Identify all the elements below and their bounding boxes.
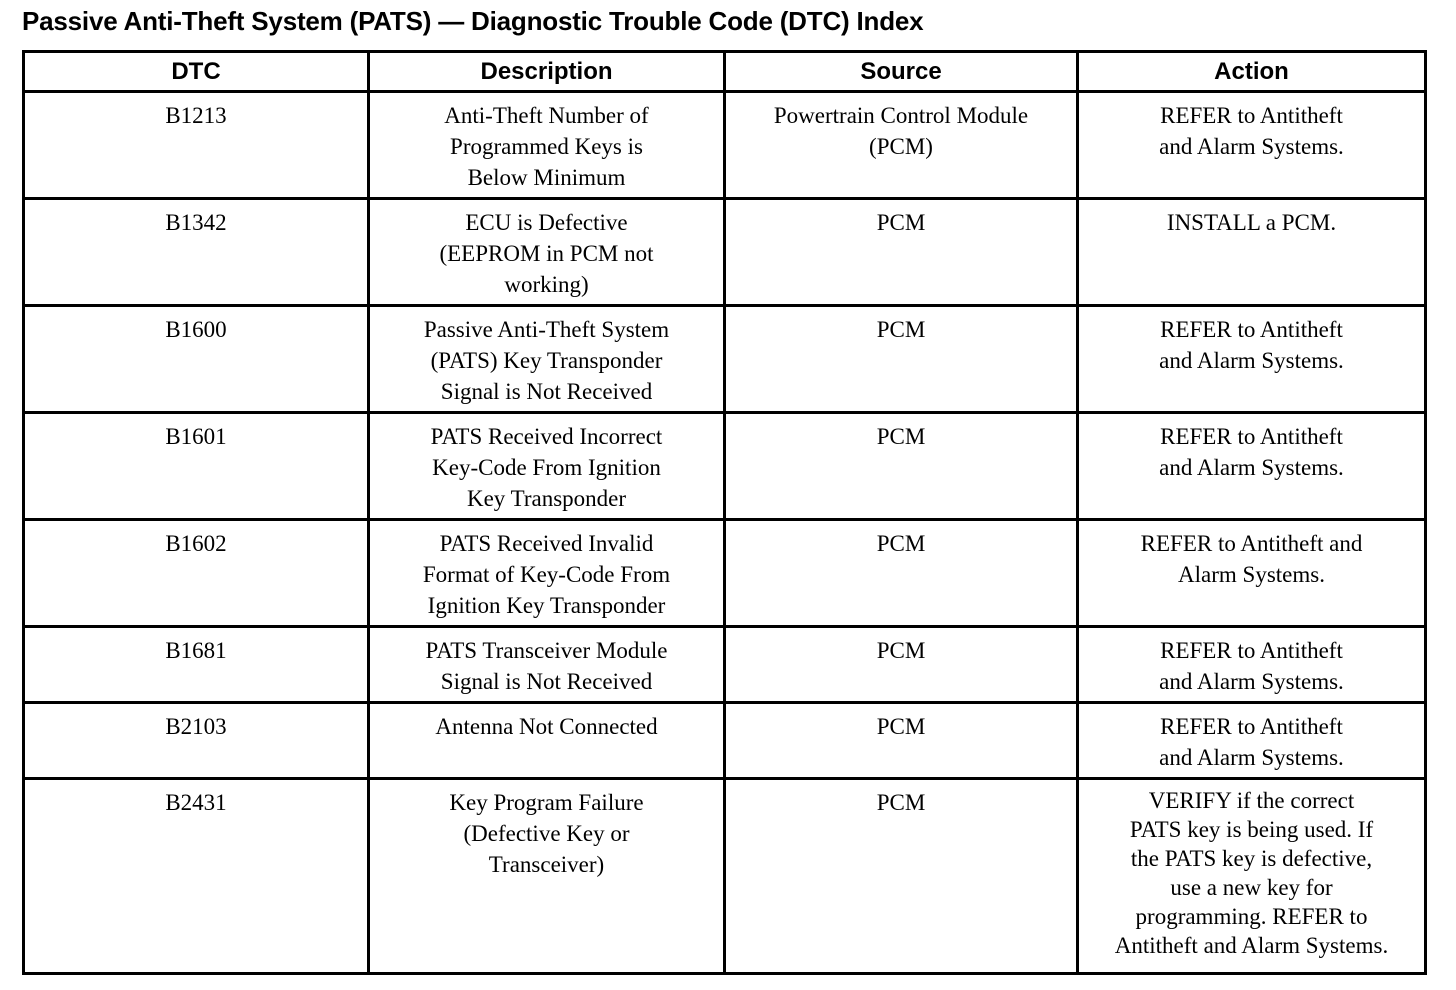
description-cell: PATS Received Invalid Format of Key-Code… xyxy=(367,518,726,628)
action-cell: INSTALL a PCM. xyxy=(1076,197,1427,307)
dtc-cell: B2103 xyxy=(22,701,370,780)
action-cell: REFER to Antitheft and Alarm Systems. xyxy=(1076,304,1427,414)
action-cell: REFER to Antitheft and Alarm Systems. xyxy=(1076,701,1427,780)
source-cell: PCM xyxy=(723,518,1079,628)
dtc-cell: B1601 xyxy=(22,411,370,521)
table-row: B1602 PATS Received Invalid Format of Ke… xyxy=(22,518,1427,628)
source-cell: Powertrain Control Module (PCM) xyxy=(723,90,1079,200)
dtc-cell: B1602 xyxy=(22,518,370,628)
action-cell: REFER to Antitheft and Alarm Systems. xyxy=(1076,90,1427,200)
header-row: DTC Description Source Action xyxy=(22,50,1427,93)
description-cell: Key Program Failure (Defective Key or Tr… xyxy=(367,777,726,975)
source-cell: PCM xyxy=(723,411,1079,521)
table-row: B2103 Antenna Not Connected PCM REFER to… xyxy=(22,701,1427,780)
dtc-cell: B1342 xyxy=(22,197,370,307)
source-cell: PCM xyxy=(723,197,1079,307)
action-cell: VERIFY if the correct PATS key is being … xyxy=(1076,777,1427,975)
table-row: B1342 ECU is Defective (EEPROM in PCM no… xyxy=(22,197,1427,307)
description-cell: Antenna Not Connected xyxy=(367,701,726,780)
source-cell: PCM xyxy=(723,625,1079,704)
dtc-cell: B1681 xyxy=(22,625,370,704)
source-cell: PCM xyxy=(723,777,1079,975)
table-row: B1601 PATS Received Incorrect Key-Code F… xyxy=(22,411,1427,521)
description-cell: Anti-Theft Number of Programmed Keys is … xyxy=(367,90,726,200)
action-cell: REFER to Antitheft and Alarm Systems. xyxy=(1076,625,1427,704)
table-row: B1681 PATS Transceiver Module Signal is … xyxy=(22,625,1427,704)
action-cell: REFER to Antitheft and Alarm Systems. xyxy=(1076,518,1427,628)
column-header-dtc: DTC xyxy=(22,50,370,93)
table-row: B1600 Passive Anti-Theft System (PATS) K… xyxy=(22,304,1427,414)
column-header-description: Description xyxy=(367,50,726,93)
description-cell: ECU is Defective (EEPROM in PCM not work… xyxy=(367,197,726,307)
dtc-cell: B1213 xyxy=(22,90,370,200)
dtc-cell: B2431 xyxy=(22,777,370,975)
table-row: B1213 Anti-Theft Number of Programmed Ke… xyxy=(22,90,1427,200)
source-cell: PCM xyxy=(723,304,1079,414)
table-row: B2431 Key Program Failure (Defective Key… xyxy=(22,777,1427,975)
description-cell: Passive Anti-Theft System (PATS) Key Tra… xyxy=(367,304,726,414)
source-cell: PCM xyxy=(723,701,1079,780)
column-header-source: Source xyxy=(723,50,1079,93)
action-cell: REFER to Antitheft and Alarm Systems. xyxy=(1076,411,1427,521)
column-header-action: Action xyxy=(1076,50,1427,93)
page-title: Passive Anti-Theft System (PATS) — Diagn… xyxy=(22,6,924,36)
description-cell: PATS Transceiver Module Signal is Not Re… xyxy=(367,625,726,704)
dtc-cell: B1600 xyxy=(22,304,370,414)
dtc-index-table: DTC Description Source Action B1213 Anti… xyxy=(22,50,1427,975)
description-cell: PATS Received Incorrect Key-Code From Ig… xyxy=(367,411,726,521)
